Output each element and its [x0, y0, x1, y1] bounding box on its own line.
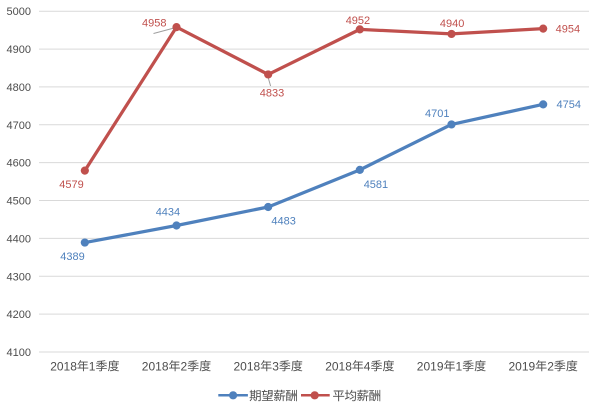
svg-text:4100: 4100: [7, 347, 31, 359]
svg-text:4900: 4900: [7, 44, 31, 56]
svg-text:4754: 4754: [557, 99, 581, 111]
svg-text:3: 3: [272, 359, 279, 373]
svg-text:2: 2: [547, 359, 554, 373]
svg-text:4581: 4581: [364, 179, 388, 191]
svg-text:4200: 4200: [7, 309, 31, 321]
svg-text:4958: 4958: [142, 18, 166, 30]
svg-text:4389: 4389: [60, 251, 84, 263]
svg-text:2018: 2018: [325, 359, 352, 373]
svg-text:4600: 4600: [7, 158, 31, 170]
svg-text:1: 1: [456, 359, 463, 373]
svg-text:4701: 4701: [425, 108, 449, 120]
svg-text:4434: 4434: [156, 206, 180, 218]
svg-text:4954: 4954: [556, 24, 580, 36]
svg-text:4483: 4483: [271, 216, 295, 228]
svg-text:4833: 4833: [260, 88, 284, 100]
svg-text:2018: 2018: [50, 359, 77, 373]
svg-text:2019: 2019: [509, 359, 536, 373]
svg-text:2018: 2018: [234, 359, 261, 373]
svg-text:4579: 4579: [59, 179, 83, 191]
svg-text:1: 1: [89, 359, 96, 373]
svg-text:2019: 2019: [417, 359, 444, 373]
svg-text:4: 4: [364, 359, 371, 373]
svg-text:4300: 4300: [7, 271, 31, 283]
svg-text:4500: 4500: [7, 196, 31, 208]
svg-text:2018: 2018: [142, 359, 169, 373]
svg-text:4400: 4400: [7, 233, 31, 245]
svg-text:4700: 4700: [7, 120, 31, 132]
svg-text:5000: 5000: [7, 6, 31, 18]
svg-text:4940: 4940: [440, 18, 464, 30]
svg-text:2: 2: [181, 359, 188, 373]
svg-text:4800: 4800: [7, 82, 31, 94]
svg-text:4952: 4952: [346, 15, 370, 27]
